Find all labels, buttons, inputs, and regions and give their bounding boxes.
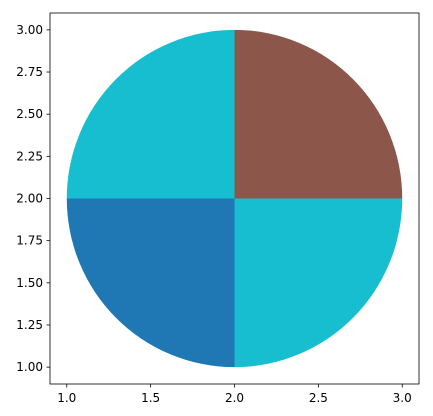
y-axis: 1.00 1.25 1.50 1.75 2.00 2.25 2.50 2.75 3.00 [16, 23, 50, 374]
y-tick-label: 1.25 [16, 318, 43, 332]
y-tick-label: 1.00 [16, 360, 43, 374]
y-tick-label: 1.75 [16, 234, 43, 248]
x-tick-label: 1.0 [57, 391, 76, 405]
pie-slice-4 [234, 198, 403, 368]
x-tick-label: 2.0 [225, 391, 244, 405]
x-tick-label: 3.0 [393, 391, 412, 405]
y-tick-label: 2.50 [16, 107, 43, 121]
pie-slice-3 [66, 198, 235, 368]
pie-slice-1 [234, 29, 403, 199]
x-tick-label: 2.5 [309, 391, 328, 405]
pie-slices [66, 29, 403, 368]
y-tick-label: 3.00 [16, 23, 43, 37]
x-axis: 1.0 1.5 2.0 2.5 3.0 [57, 384, 412, 405]
y-tick-label: 2.00 [16, 192, 43, 206]
y-tick-label: 2.75 [16, 65, 43, 79]
x-tick-label: 1.5 [141, 391, 160, 405]
y-tick-label: 2.25 [16, 149, 43, 163]
pie-slice-2 [66, 29, 235, 199]
y-tick-label: 1.50 [16, 276, 43, 290]
